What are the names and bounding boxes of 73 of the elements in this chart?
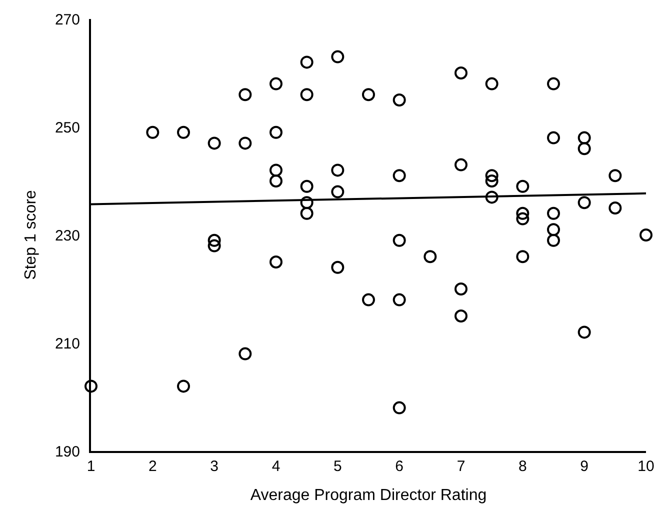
x-tick-label: 1 xyxy=(86,458,96,475)
point xyxy=(300,88,314,102)
x-tick-label: 6 xyxy=(395,458,404,475)
y-tick-label: 230 xyxy=(54,227,80,244)
x-tick-label: 2 xyxy=(148,458,157,475)
point xyxy=(331,185,344,198)
point xyxy=(485,77,498,90)
point xyxy=(392,169,406,182)
point xyxy=(208,136,221,150)
point xyxy=(424,250,437,264)
point xyxy=(392,401,406,414)
point xyxy=(485,190,498,204)
point xyxy=(640,228,652,242)
point xyxy=(547,206,560,220)
y-tick-label: 270 xyxy=(54,11,80,28)
point xyxy=(300,180,314,193)
point xyxy=(331,50,344,64)
point xyxy=(547,131,560,144)
point xyxy=(331,164,344,177)
point xyxy=(516,206,530,220)
point xyxy=(270,164,282,177)
point xyxy=(485,174,498,188)
point xyxy=(238,347,252,360)
point xyxy=(84,380,98,393)
point xyxy=(362,88,375,102)
x-tick-label: 7 xyxy=(456,458,466,475)
point xyxy=(270,174,282,188)
point xyxy=(516,212,530,226)
point xyxy=(454,66,468,80)
point xyxy=(177,380,190,393)
point xyxy=(392,94,406,106)
point xyxy=(454,310,468,322)
point xyxy=(516,250,530,264)
point xyxy=(270,256,282,268)
point xyxy=(578,196,591,210)
y-tick-label: 210 xyxy=(54,335,80,352)
point xyxy=(392,234,406,247)
point xyxy=(454,158,468,172)
y-axis-title: Step 1 score xyxy=(22,190,40,280)
y-tick-label: 190 xyxy=(54,443,80,460)
point xyxy=(608,202,622,214)
point xyxy=(238,136,252,150)
point xyxy=(547,234,560,247)
point xyxy=(300,206,314,220)
point xyxy=(392,293,406,306)
point xyxy=(454,282,468,296)
x-tick-label: 8 xyxy=(518,458,527,475)
point xyxy=(177,126,190,139)
point xyxy=(578,131,591,144)
point xyxy=(547,223,560,236)
point xyxy=(516,180,530,193)
x-tick-label: 3 xyxy=(210,458,218,475)
point xyxy=(485,169,498,182)
point xyxy=(270,126,282,139)
x-tick-label: 4 xyxy=(272,458,280,475)
point xyxy=(578,326,591,339)
x-axis-title: Average Program Director Rating xyxy=(250,487,487,504)
y-tick-label: 250 xyxy=(54,119,80,136)
point xyxy=(608,169,622,182)
point xyxy=(547,77,560,90)
point xyxy=(208,234,221,247)
point xyxy=(578,142,591,156)
point xyxy=(238,88,252,102)
point xyxy=(362,293,375,306)
point xyxy=(208,239,221,252)
point xyxy=(300,56,314,69)
point xyxy=(331,260,344,274)
point xyxy=(146,126,160,139)
point xyxy=(300,196,314,210)
x-tick-label: 9 xyxy=(580,458,588,475)
x-tick-label: 10 xyxy=(638,458,654,475)
x-tick-label: 5 xyxy=(334,458,342,475)
point xyxy=(270,77,282,90)
